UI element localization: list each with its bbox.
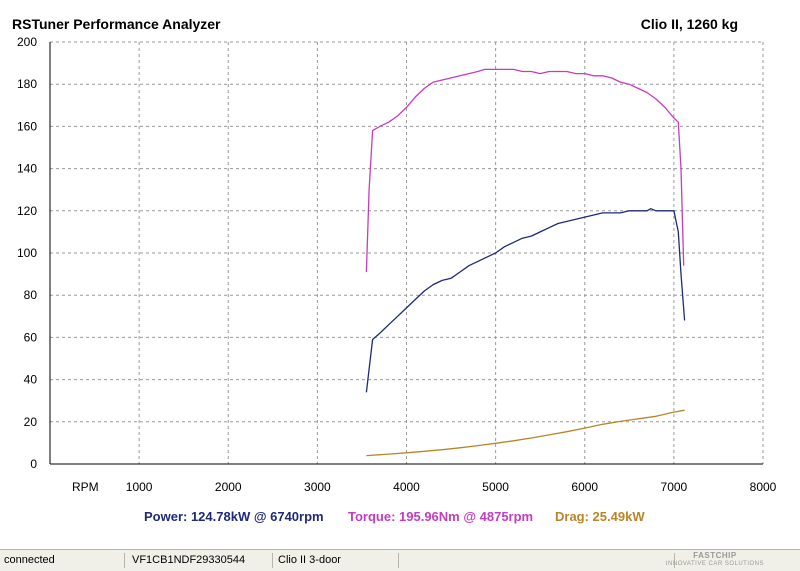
power-line [365,208,686,393]
x-tick-label: 7000 [661,480,688,494]
x-axis-label: RPM [72,480,99,494]
status-empty-cell [400,553,675,568]
status-bar: connected VF1CB1NDF29330544 Clio II 3-do… [0,549,800,571]
y-tick-label: 40 [24,373,38,387]
y-tick-label: 180 [17,77,37,91]
x-tick-label: 5000 [482,480,509,494]
series-lines [365,68,686,457]
y-tick-label: 200 [17,35,37,49]
legend-power: Power: 124.78kW @ 6740rpm [144,509,324,524]
brand-logo: FASTCHIP INNOVATIVE CAR SOLUTIONS [666,552,764,568]
legend-torque: Torque: 195.96Nm @ 4875rpm [348,509,534,524]
status-connection: connected [0,553,125,568]
axes [49,42,763,465]
brand-tagline: INNOVATIVE CAR SOLUTIONS [665,561,764,567]
status-vin: VF1CB1NDF29330544 [128,553,273,568]
dyno-chart: 0 20 40 60 80 100 120 140 160 180 200 1000 2000 3000 4… [17,35,777,494]
y-tick-label: 80 [24,288,38,302]
y-tick-label: 120 [17,204,37,218]
torque-line [365,68,685,273]
y-tick-label: 0 [30,457,37,471]
y-tick-label: 100 [17,246,37,260]
x-tick-label: 6000 [571,480,598,494]
x-tick-label: 8000 [750,480,777,494]
grid-lines [50,41,764,464]
app-title: RSTuner Performance Analyzer [12,16,221,32]
tick-labels: 0 20 40 60 80 100 120 140 160 180 200 1000 2000 3000 4… [17,35,777,494]
y-tick-label: 60 [24,330,38,344]
drag-line [366,409,685,457]
vehicle-info: Clio II, 1260 kg [640,16,738,32]
x-tick-label: 1000 [126,480,153,494]
status-model: Clio II 3-door [274,553,399,568]
chart-window: RSTuner Performance Analyzer Clio II, 12… [12,16,777,524]
y-tick-label: 140 [17,162,37,176]
x-tick-label: 2000 [215,480,242,494]
brand-name: FASTCHIP [693,551,737,560]
x-tick-label: 4000 [393,480,420,494]
y-tick-label: 20 [24,415,38,429]
legend-drag: Drag: 25.49kW [555,509,645,524]
x-tick-label: 3000 [304,480,331,494]
y-tick-label: 160 [17,119,37,133]
